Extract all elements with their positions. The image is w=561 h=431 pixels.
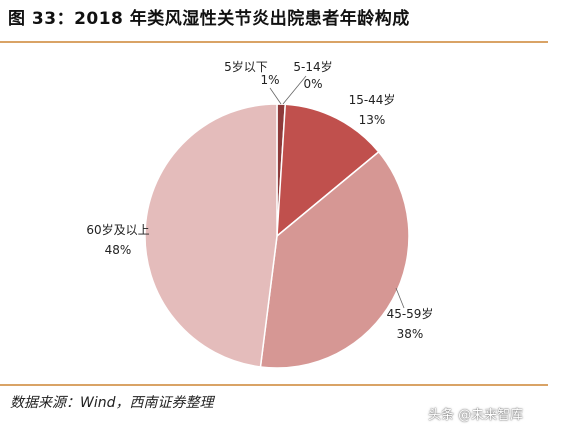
pie-slice-3 [276, 103, 380, 238]
figure-title: 图 33：2018 年类风湿性关节炎出院患者年龄构成 [8, 9, 410, 29]
footer-divider [0, 384, 548, 386]
category-label-1: 5岁以下 [224, 59, 268, 74]
category-label-5: 60岁及以上 [86, 222, 149, 237]
title-divider [0, 41, 548, 43]
pie-slice-4 [259, 150, 410, 369]
value-label-5: 48% [105, 243, 132, 257]
category-label-3: 15-44岁 [349, 92, 396, 107]
value-label-1: 1% [260, 73, 279, 87]
leader-line-4 [395, 287, 405, 309]
pie-slice-5 [144, 103, 278, 368]
category-label-2: 5-14岁 [293, 59, 332, 74]
leader-line-1 [269, 87, 282, 105]
leader-line-2 [282, 75, 307, 105]
source-note: 数据来源：Wind，西南证券整理 [10, 395, 214, 411]
value-label-4: 38% [397, 327, 424, 341]
value-label-3: 13% [359, 113, 386, 127]
watermark: 头条 @未来智库 [428, 408, 524, 423]
value-label-2: 0% [303, 77, 322, 91]
category-label-4: 45-59岁 [387, 306, 434, 321]
